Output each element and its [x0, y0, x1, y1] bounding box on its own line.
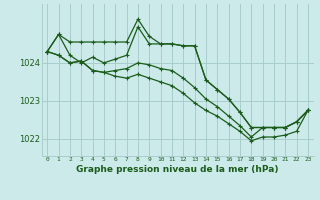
X-axis label: Graphe pression niveau de la mer (hPa): Graphe pression niveau de la mer (hPa) [76, 165, 279, 174]
